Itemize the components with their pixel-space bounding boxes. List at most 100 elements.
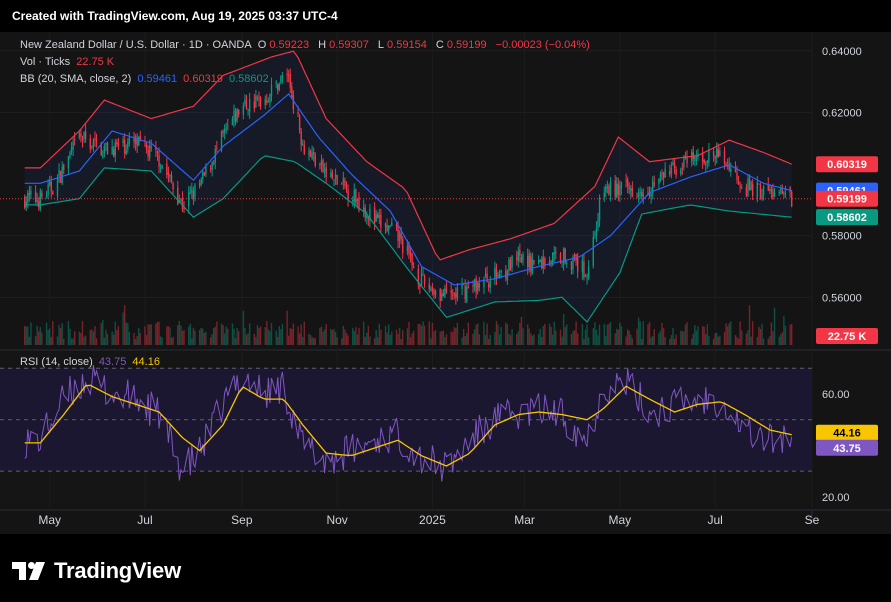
volume-bar: [138, 327, 140, 345]
candle-body: [778, 191, 780, 193]
bollinger-lines: [0, 50, 812, 323]
candle-body: [686, 156, 688, 164]
volume-bar: [500, 327, 502, 345]
candle-body: [244, 99, 246, 104]
candle-body: [767, 184, 769, 191]
volume-bar: [541, 336, 543, 345]
candle-body: [642, 193, 644, 197]
candle-body: [584, 276, 587, 278]
candle-body: [409, 252, 412, 256]
volume-bar: [100, 323, 102, 345]
candle-body: [380, 214, 382, 228]
volume-bar: [483, 321, 485, 345]
volume-bar: [487, 338, 490, 345]
chart-area[interactable]: 0.640000.620000.580000.5600060.0040.0020…: [0, 32, 891, 534]
candle-body: [245, 101, 248, 109]
candle-body: [95, 139, 98, 141]
volume-bar: [712, 338, 715, 345]
candle-body: [334, 174, 337, 179]
volume-bar: [658, 333, 660, 345]
candle-body: [745, 187, 748, 196]
candle-body: [344, 180, 346, 186]
volume-bar: [245, 334, 248, 345]
candle-body: [150, 146, 152, 148]
candle-body: [391, 222, 393, 226]
legend-line-volume: Vol · Ticks 22.75 K: [20, 54, 593, 71]
volume-bar: [586, 324, 588, 345]
candle-body: [475, 278, 477, 293]
volume-bar: [592, 328, 595, 345]
candle-body: [367, 217, 370, 219]
candle-body: [128, 137, 131, 144]
candle-body: [70, 147, 73, 152]
candle-body: [559, 254, 562, 262]
volume-bar: [134, 338, 137, 345]
candle-body: [561, 261, 563, 263]
volume-bar: [572, 330, 574, 345]
volume-bar: [102, 319, 104, 345]
volume-bar: [780, 334, 782, 345]
candle-body: [478, 283, 480, 288]
volume-bar: [161, 337, 163, 345]
candle-body: [277, 83, 279, 91]
volume-bar: [375, 329, 377, 345]
volume-bar: [198, 330, 201, 345]
volume-bar: [113, 334, 115, 345]
volume-bar: [628, 330, 630, 345]
volume-bar: [739, 321, 741, 345]
candle-body: [369, 208, 371, 221]
volume-bar: [216, 321, 218, 345]
chart-svg[interactable]: 0.640000.620000.580000.5600060.0040.0020…: [0, 32, 891, 534]
tradingview-logo[interactable]: TradingView: [12, 558, 181, 584]
volume-bar: [116, 330, 118, 345]
volume-bar: [648, 321, 651, 345]
volume-bar: [248, 323, 251, 345]
candle-body: [664, 168, 666, 178]
volume-bar: [789, 324, 791, 345]
volume-bar: [125, 322, 127, 345]
volume-bar: [695, 330, 698, 345]
candle-body: [681, 168, 684, 170]
candle-body: [573, 254, 576, 256]
volume-bar: [148, 324, 151, 345]
candle-body: [386, 225, 388, 231]
volume-bar: [191, 338, 193, 345]
volume-bar: [464, 336, 466, 345]
volume-bar: [505, 322, 507, 345]
volume-bar: [434, 330, 437, 345]
volume-bar: [675, 334, 677, 345]
time-tick-label: Sep: [231, 513, 253, 527]
volume-bar: [92, 331, 95, 345]
candle-body: [269, 93, 271, 103]
candle-body: [358, 196, 360, 211]
candle-body: [242, 105, 245, 115]
candle-body: [730, 168, 732, 172]
candle-body: [728, 164, 730, 170]
candle-body: [473, 280, 476, 288]
candle-body: [739, 186, 741, 188]
volume-bar: [333, 328, 335, 345]
volume-bar: [506, 324, 509, 345]
volume-bar: [544, 324, 546, 345]
volume-bar: [767, 338, 769, 345]
candle-body: [519, 249, 521, 256]
candle-body: [537, 260, 540, 263]
candle-body: [309, 150, 312, 158]
volume-bar: [183, 330, 185, 345]
candle-body: [61, 166, 63, 184]
volume-bar: [72, 338, 74, 345]
volume-bar: [398, 327, 401, 345]
candle-body: [286, 74, 288, 76]
volume-bar: [681, 331, 684, 345]
candle-body: [155, 146, 157, 150]
volume-bar: [539, 328, 541, 345]
volume-bar: [380, 329, 382, 345]
candle-body: [703, 159, 705, 164]
high-value: 0.59307: [329, 39, 369, 51]
volume-bar: [34, 336, 37, 345]
candle-body: [542, 256, 545, 269]
candle-body: [453, 292, 455, 294]
volume-bar: [117, 325, 120, 345]
volume-bar: [726, 326, 729, 345]
candle-body: [105, 143, 107, 145]
